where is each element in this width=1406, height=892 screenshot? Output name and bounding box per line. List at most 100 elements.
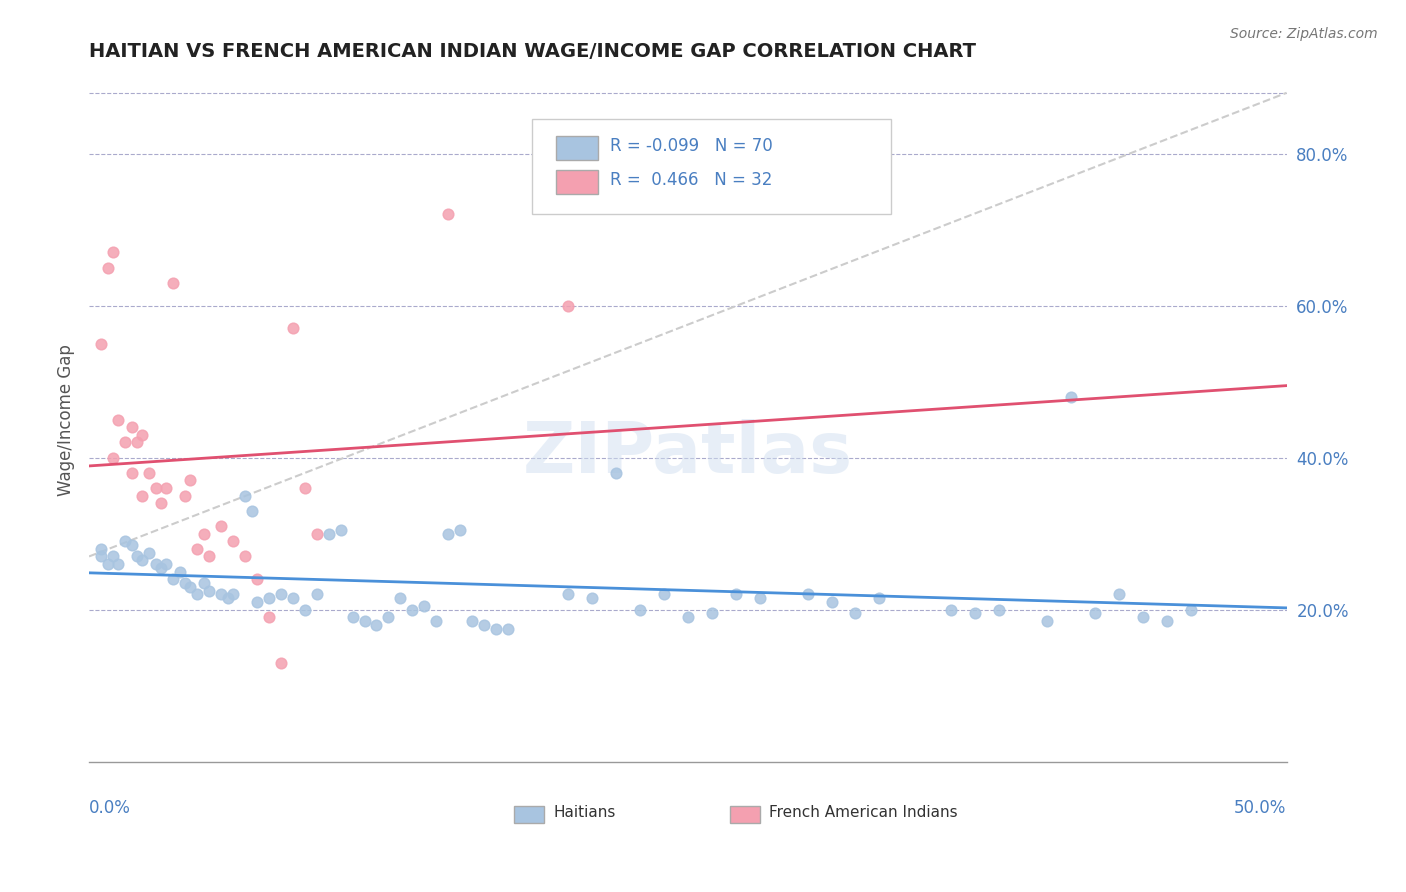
Text: ZIPatlas: ZIPatlas — [523, 419, 853, 488]
Point — [97, 260, 120, 275]
Point — [305, 526, 328, 541]
Point — [485, 622, 508, 636]
Point — [281, 321, 304, 335]
Point — [425, 614, 447, 628]
Point — [449, 523, 471, 537]
Point — [496, 622, 519, 636]
Text: HAITIAN VS FRENCH AMERICAN INDIAN WAGE/INCOME GAP CORRELATION CHART: HAITIAN VS FRENCH AMERICAN INDIAN WAGE/I… — [89, 42, 976, 61]
Point — [121, 420, 143, 434]
Point — [437, 526, 460, 541]
Point — [149, 561, 172, 575]
Point — [1060, 390, 1083, 404]
Point — [1084, 607, 1107, 621]
Point — [796, 587, 818, 601]
Point — [90, 549, 112, 564]
Point — [868, 591, 890, 606]
Point — [193, 526, 215, 541]
Point — [138, 466, 160, 480]
Point — [198, 583, 221, 598]
Point — [377, 610, 399, 624]
Point — [186, 541, 208, 556]
Point — [138, 546, 160, 560]
Point — [820, 595, 842, 609]
Point — [155, 557, 177, 571]
Point — [366, 618, 388, 632]
Point — [401, 602, 423, 616]
Point — [222, 534, 245, 549]
Text: Source: ZipAtlas.com: Source: ZipAtlas.com — [1230, 27, 1378, 41]
Point — [305, 587, 328, 601]
Point — [461, 614, 484, 628]
Point — [557, 587, 579, 601]
Point — [101, 245, 124, 260]
Point — [941, 602, 963, 616]
Point — [246, 572, 269, 586]
Point — [121, 466, 143, 480]
Point — [246, 595, 269, 609]
Point — [281, 591, 304, 606]
Point — [294, 481, 316, 495]
FancyBboxPatch shape — [557, 170, 598, 194]
Point — [125, 549, 148, 564]
FancyBboxPatch shape — [730, 806, 759, 823]
Point — [240, 504, 263, 518]
Point — [329, 523, 352, 537]
Text: 50.0%: 50.0% — [1234, 799, 1286, 817]
Point — [353, 614, 375, 628]
Point — [169, 565, 191, 579]
Point — [389, 591, 412, 606]
Point — [114, 435, 136, 450]
Point — [988, 602, 1011, 616]
Point — [233, 549, 256, 564]
Point — [748, 591, 770, 606]
Point — [233, 489, 256, 503]
Point — [222, 587, 245, 601]
Point — [114, 534, 136, 549]
Text: Haitians: Haitians — [554, 805, 616, 821]
Point — [145, 481, 167, 495]
Point — [179, 580, 201, 594]
Point — [1180, 602, 1202, 616]
Point — [101, 450, 124, 465]
Point — [149, 496, 172, 510]
Point — [844, 607, 866, 621]
Point — [193, 576, 215, 591]
Point — [965, 607, 987, 621]
Point — [173, 489, 195, 503]
Point — [121, 538, 143, 552]
Point — [257, 591, 280, 606]
Point — [107, 557, 129, 571]
Text: R =  0.466   N = 32: R = 0.466 N = 32 — [610, 171, 772, 189]
Point — [131, 553, 153, 567]
Point — [472, 618, 495, 632]
Point — [125, 435, 148, 450]
FancyBboxPatch shape — [557, 136, 598, 160]
Point — [1108, 587, 1130, 601]
Point — [162, 276, 184, 290]
Point — [209, 519, 232, 533]
Point — [557, 299, 579, 313]
Point — [131, 427, 153, 442]
Point — [1132, 610, 1154, 624]
Point — [1036, 614, 1059, 628]
Point — [270, 587, 292, 601]
Point — [162, 572, 184, 586]
Point — [173, 576, 195, 591]
Point — [97, 557, 120, 571]
Point — [676, 610, 699, 624]
Point — [131, 489, 153, 503]
Point — [90, 336, 112, 351]
Point — [318, 526, 340, 541]
Point — [605, 466, 627, 480]
Point — [107, 412, 129, 426]
FancyBboxPatch shape — [515, 806, 544, 823]
Point — [179, 474, 201, 488]
Point — [217, 591, 239, 606]
Point — [145, 557, 167, 571]
Point — [209, 587, 232, 601]
Point — [437, 207, 460, 221]
Text: French American Indians: French American Indians — [769, 805, 957, 821]
Point — [101, 549, 124, 564]
Point — [155, 481, 177, 495]
Point — [342, 610, 364, 624]
